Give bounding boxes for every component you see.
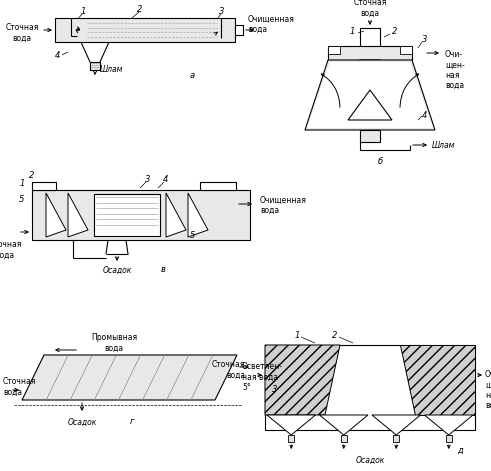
Text: 3: 3 <box>145 176 151 185</box>
Bar <box>288 435 294 442</box>
Text: 4: 4 <box>55 50 61 59</box>
Polygon shape <box>400 345 475 415</box>
Bar <box>360 28 380 60</box>
Bar <box>400 46 412 54</box>
Bar <box>362 68 378 73</box>
Text: 4: 4 <box>422 111 428 120</box>
Polygon shape <box>320 415 368 435</box>
Text: 2: 2 <box>29 171 35 180</box>
Text: Очищенная
вода: Очищенная вода <box>260 195 307 215</box>
Polygon shape <box>305 60 435 130</box>
Bar <box>341 435 347 442</box>
Text: Сточная
вода: Сточная вода <box>212 360 245 380</box>
Text: 5: 5 <box>19 195 25 204</box>
Text: Осадок: Осадок <box>67 417 97 427</box>
Text: 2: 2 <box>137 5 143 14</box>
Polygon shape <box>166 193 186 237</box>
Text: Очищенная
вода: Очищенная вода <box>248 14 295 34</box>
Text: Очи-
щен-
ная
вода: Очи- щен- ная вода <box>445 50 465 90</box>
Text: 1: 1 <box>81 7 86 16</box>
Bar <box>328 46 340 54</box>
Bar <box>94 194 160 236</box>
Text: Осветлен-
ная вода
5°: Осветлен- ная вода 5° <box>242 362 283 392</box>
Polygon shape <box>425 415 473 435</box>
Bar <box>265 345 475 430</box>
Text: 2: 2 <box>392 27 398 36</box>
Bar <box>446 435 452 442</box>
Polygon shape <box>265 345 340 415</box>
Polygon shape <box>22 355 237 400</box>
Text: Шлам: Шлам <box>432 140 455 149</box>
Text: Промывная
вода: Промывная вода <box>91 333 137 353</box>
Text: 5: 5 <box>191 230 196 239</box>
Text: Осадок: Осадок <box>355 455 384 464</box>
Text: 1: 1 <box>294 331 300 340</box>
Text: 1: 1 <box>349 27 355 36</box>
Bar <box>200 182 236 190</box>
Polygon shape <box>348 60 392 66</box>
Text: Сточная
вода: Сточная вода <box>354 0 387 18</box>
Text: 2: 2 <box>332 331 338 340</box>
Text: 1: 1 <box>19 179 25 188</box>
Text: 3: 3 <box>422 35 428 44</box>
Bar <box>235 25 243 35</box>
Polygon shape <box>307 62 433 128</box>
Bar <box>32 182 56 190</box>
Text: Осадок: Осадок <box>102 266 132 275</box>
Bar <box>328 46 412 60</box>
Text: Очи-
щен-
ная
вода: Очи- щен- ная вода <box>485 370 491 410</box>
Text: 3: 3 <box>273 385 278 395</box>
Polygon shape <box>348 90 392 120</box>
Polygon shape <box>68 193 88 237</box>
Text: д: д <box>457 446 463 455</box>
Bar <box>55 18 235 42</box>
Polygon shape <box>188 193 208 237</box>
Text: Сточная
вода: Сточная вода <box>0 240 22 260</box>
Bar <box>393 435 399 442</box>
Text: Шлам: Шлам <box>100 65 123 74</box>
Bar <box>90 62 100 70</box>
Text: в: в <box>161 266 165 275</box>
Text: 4: 4 <box>164 176 169 185</box>
Polygon shape <box>372 415 420 435</box>
Text: б: б <box>378 157 382 167</box>
Text: а: а <box>190 71 194 80</box>
Polygon shape <box>46 193 66 237</box>
Bar <box>32 190 250 240</box>
Text: Сточная
вода: Сточная вода <box>3 377 36 397</box>
Text: 3: 3 <box>219 7 225 16</box>
Text: Сточная
вода: Сточная вода <box>5 23 39 43</box>
Bar <box>360 130 380 142</box>
Text: г: г <box>130 417 134 427</box>
Polygon shape <box>267 415 316 435</box>
